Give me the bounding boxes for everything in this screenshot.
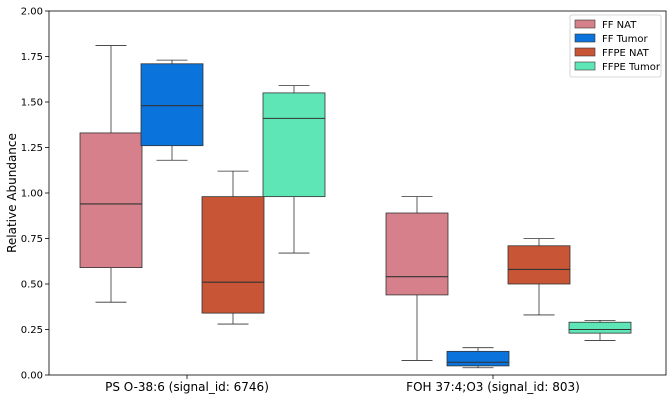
box-group: [201, 170, 265, 325]
box-iqr: [201, 196, 265, 314]
y-tick-label: 1.75: [21, 52, 43, 63]
box-series-group: [79, 45, 632, 369]
box-group: [507, 238, 571, 316]
y-tick-label: 0.25: [21, 325, 43, 336]
legend-label: FFPE NAT: [602, 48, 650, 59]
legend-label: FF NAT: [602, 20, 637, 31]
y-tick-label: 0.00: [21, 371, 43, 382]
box-group: [568, 319, 632, 341]
y-tick-label: 2.00: [21, 7, 43, 18]
legend-swatch: [574, 61, 596, 71]
legend-swatch: [574, 19, 596, 29]
box-iqr: [446, 350, 510, 367]
box-iqr: [507, 245, 571, 285]
box-group: [79, 45, 143, 303]
y-tick-label: 1.00: [21, 189, 43, 200]
y-tick-label: 0.50: [21, 280, 43, 291]
box-group: [446, 347, 510, 369]
x-category-label: FOH 37:4;O3 (signal_id: 803): [406, 380, 580, 394]
box-group: [140, 59, 204, 161]
legend: FF NAT FF Tumor FFPE NAT FFPE Tumor: [569, 14, 662, 78]
y-tick-label: 1.50: [21, 98, 43, 109]
box-iqr: [385, 212, 449, 296]
box-iqr: [79, 132, 143, 269]
box-iqr: [262, 92, 326, 198]
x-category-label: PS O-38:6 (signal_id: 6746): [105, 380, 269, 394]
y-tick-label: 1.25: [21, 143, 43, 154]
x-axis: PS O-38:6 (signal_id: 6746) FOH 37:4;O3 (…: [105, 375, 580, 394]
y-axis-title: Relative Abundance: [5, 133, 19, 253]
legend-frame: [569, 14, 662, 78]
legend-label: FFPE Tumor: [602, 62, 661, 73]
legend-swatch: [574, 33, 596, 43]
legend-label: FF Tumor: [602, 34, 648, 45]
box-iqr: [140, 63, 204, 147]
y-tick-label: 0.75: [21, 234, 43, 245]
box-group: [385, 196, 449, 361]
box-iqr: [568, 321, 632, 334]
legend-swatch: [574, 47, 596, 57]
box-group: [262, 85, 326, 254]
y-axis: 0.00 0.25 0.50 0.75 1.00 1.25 1.50 1.75 2.00: [21, 7, 49, 382]
